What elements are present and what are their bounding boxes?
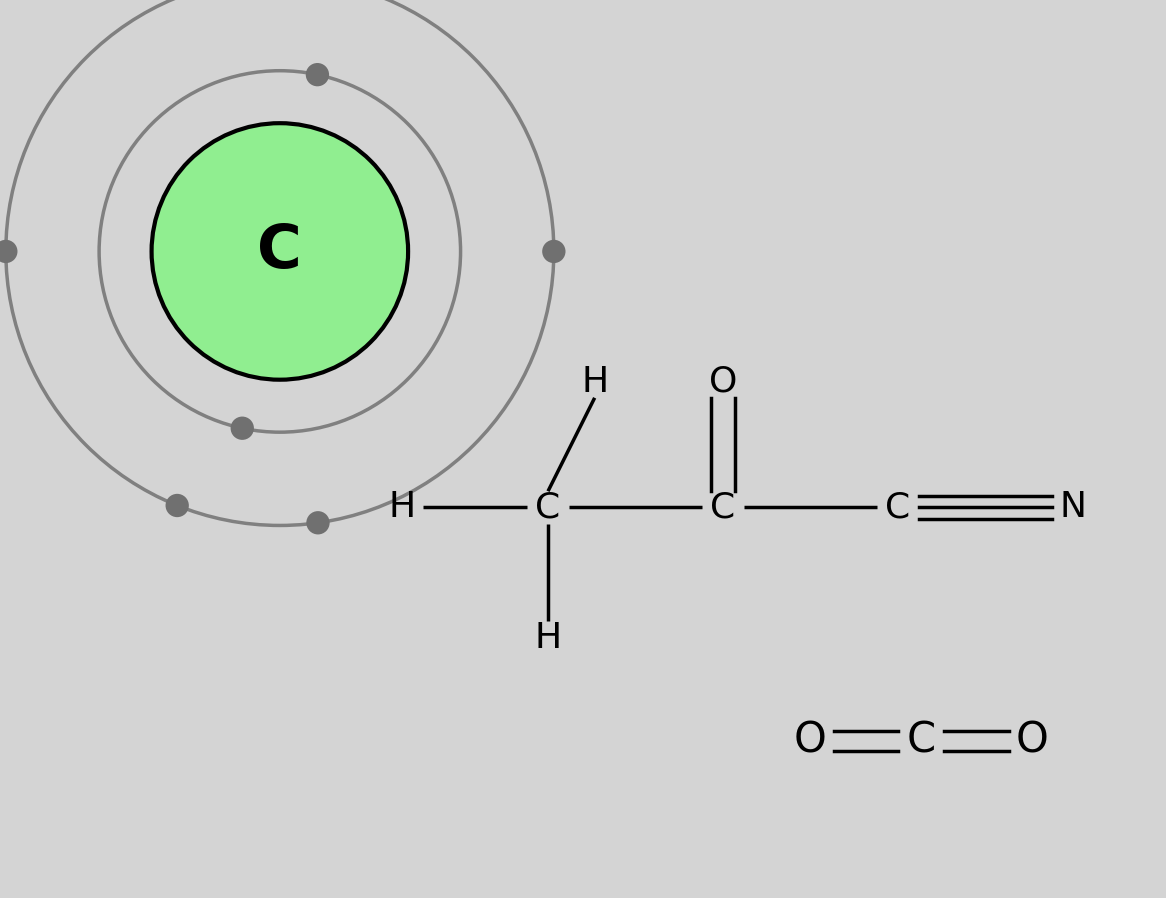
Text: C: C bbox=[885, 490, 911, 524]
Text: C: C bbox=[710, 490, 736, 524]
Text: O: O bbox=[794, 720, 827, 762]
Text: O: O bbox=[709, 365, 737, 399]
Text: C: C bbox=[907, 720, 935, 762]
Text: H: H bbox=[534, 621, 562, 655]
Ellipse shape bbox=[542, 240, 566, 263]
Text: H: H bbox=[581, 365, 609, 399]
Text: C: C bbox=[535, 490, 561, 524]
Ellipse shape bbox=[231, 417, 254, 440]
Ellipse shape bbox=[305, 63, 329, 86]
Text: O: O bbox=[1016, 720, 1048, 762]
Ellipse shape bbox=[166, 494, 189, 517]
Ellipse shape bbox=[307, 511, 330, 534]
Text: C: C bbox=[258, 222, 302, 281]
Ellipse shape bbox=[0, 240, 17, 263]
Ellipse shape bbox=[152, 123, 408, 380]
Text: H: H bbox=[388, 490, 416, 524]
Text: N: N bbox=[1059, 490, 1087, 524]
